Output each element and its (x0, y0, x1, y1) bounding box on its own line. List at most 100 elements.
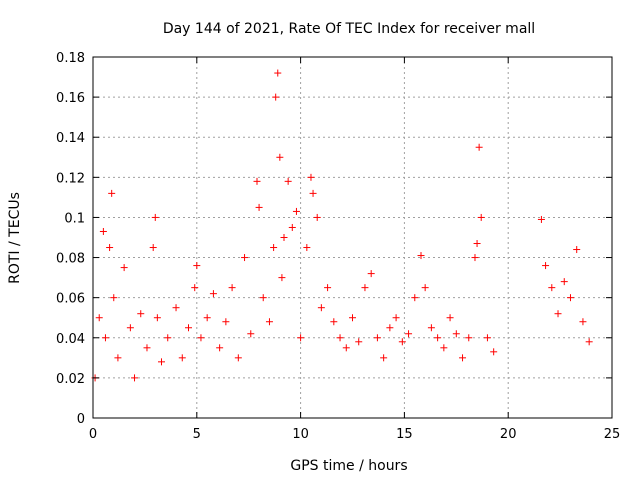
data-point (566, 294, 574, 302)
data-point (417, 252, 425, 260)
data-point (421, 284, 429, 292)
data-point (367, 270, 375, 278)
data-point (473, 240, 481, 248)
data-point (270, 244, 278, 252)
data-point (203, 314, 211, 322)
data-point (151, 213, 159, 221)
data-point (99, 227, 107, 235)
data-point (274, 69, 282, 77)
data-point (434, 334, 442, 342)
data-point (330, 318, 338, 326)
y-tick-label: 0.14 (56, 131, 85, 146)
data-point (297, 334, 305, 342)
data-point (373, 334, 381, 342)
data-point (137, 310, 145, 318)
y-tick-label: 0.04 (56, 332, 85, 347)
data-point (303, 244, 311, 252)
data-point (265, 318, 273, 326)
data-point (272, 93, 280, 101)
data-point (222, 318, 230, 326)
y-tick-label: 0.18 (56, 51, 85, 66)
data-point (247, 330, 255, 338)
y-tick-label: 0.02 (56, 372, 85, 387)
data-points (91, 69, 593, 382)
y-tick-label: 0.16 (56, 91, 85, 106)
data-point (459, 354, 467, 362)
y-tick-label: 0.12 (56, 171, 85, 186)
data-point (542, 262, 550, 270)
data-point (573, 246, 581, 254)
data-point (309, 189, 317, 197)
data-point (184, 324, 192, 332)
data-point (95, 314, 103, 322)
data-point (440, 344, 448, 352)
data-point (579, 318, 587, 326)
data-point (191, 284, 199, 292)
data-point (241, 254, 249, 262)
grid-lines (93, 57, 612, 418)
x-axis-label: GPS time / hours (290, 458, 407, 474)
data-point (216, 344, 224, 352)
data-point (537, 215, 545, 223)
x-tick-label: 10 (292, 427, 309, 442)
data-point (477, 213, 485, 221)
data-point (158, 358, 166, 366)
data-point (255, 203, 263, 211)
data-point (209, 290, 217, 298)
data-point (560, 278, 568, 286)
data-point (324, 284, 332, 292)
data-point (317, 304, 325, 312)
data-point (131, 374, 139, 382)
data-point (164, 334, 172, 342)
y-tick-label: 0.06 (56, 292, 85, 307)
data-point (355, 338, 363, 346)
data-point (336, 334, 344, 342)
data-point (471, 254, 479, 262)
data-point (120, 264, 128, 272)
data-point (361, 284, 369, 292)
data-point (143, 344, 151, 352)
data-point (284, 177, 292, 185)
data-point (427, 324, 435, 332)
x-tick-label: 20 (500, 427, 517, 442)
data-point (313, 213, 321, 221)
data-point (475, 143, 483, 151)
chart-title: Day 144 of 2021, Rate Of TEC Index for r… (163, 21, 535, 37)
data-point (490, 348, 498, 356)
data-point (234, 354, 242, 362)
data-point (193, 262, 201, 270)
y-tick-label: 0.08 (56, 252, 85, 267)
data-point (101, 334, 109, 342)
data-point (548, 284, 556, 292)
y-axis-label: ROTI / TECUs (7, 192, 23, 284)
data-point (153, 314, 161, 322)
data-point (392, 314, 400, 322)
x-tick-label: 0 (89, 427, 97, 442)
data-point (278, 274, 286, 282)
x-tick-label: 15 (396, 427, 413, 442)
data-point (228, 284, 236, 292)
data-point (253, 177, 261, 185)
data-point (292, 207, 300, 215)
data-point (465, 334, 473, 342)
data-point (276, 153, 284, 161)
data-point (411, 294, 419, 302)
data-point (114, 354, 122, 362)
data-point (446, 314, 454, 322)
data-point (126, 324, 134, 332)
data-point (172, 304, 180, 312)
y-tick-label: 0 (77, 412, 85, 427)
data-point (349, 314, 356, 322)
data-point (106, 244, 114, 252)
data-point (554, 310, 562, 318)
data-point (110, 294, 118, 302)
data-point (452, 330, 460, 338)
data-point (280, 234, 288, 241)
x-tick-label: 25 (604, 427, 621, 442)
x-tick-label: 5 (193, 427, 201, 442)
data-point (380, 354, 388, 362)
data-point (483, 334, 491, 342)
data-point (307, 173, 315, 181)
data-point (405, 330, 413, 338)
